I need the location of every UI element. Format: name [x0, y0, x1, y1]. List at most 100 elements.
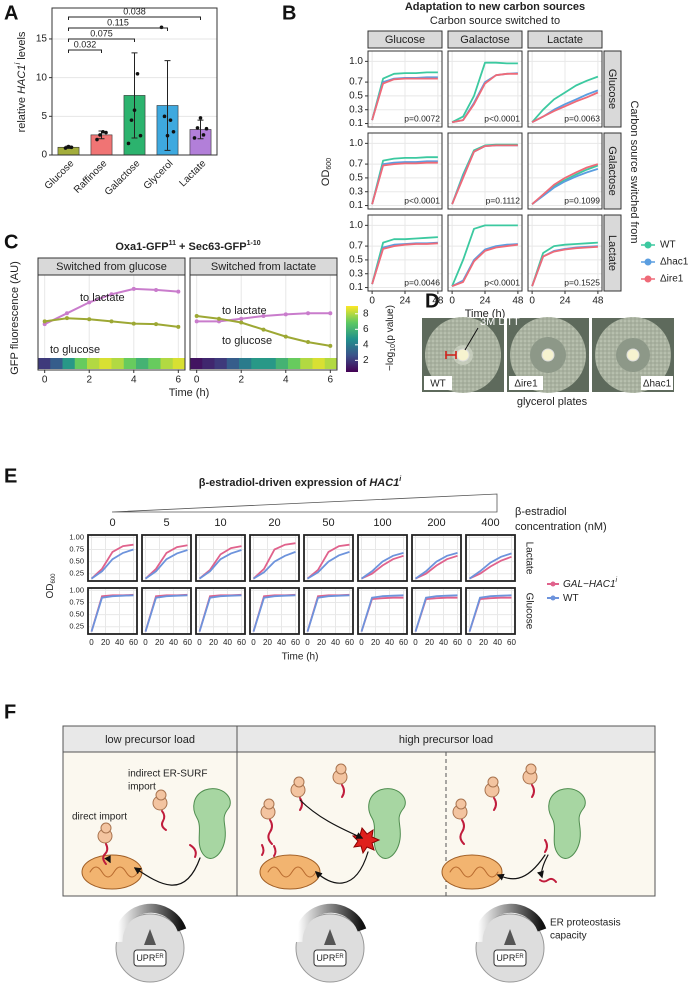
plot-border: [411, 534, 462, 582]
plot-border: [367, 214, 443, 292]
data-point: [328, 311, 333, 316]
y-tick-label: 0.5: [349, 91, 363, 102]
p-value-cell: [251, 358, 264, 369]
growth-curve: [531, 241, 598, 287]
data-point: [195, 126, 200, 130]
p-value-cell: [300, 358, 313, 369]
growth-curve: [531, 91, 599, 124]
growth-curve: [361, 554, 404, 580]
growth-curve: [252, 594, 296, 632]
data-point: [198, 116, 203, 120]
growth-curve: [371, 236, 438, 285]
plate: [422, 317, 504, 393]
x-tick-label: 0: [251, 638, 256, 647]
p-value-label: p<0.0001: [484, 113, 520, 123]
y-tick-label: 0.75: [69, 545, 84, 554]
y-tick-label: 0.7: [349, 241, 363, 252]
p-value-cell: [99, 358, 112, 369]
y-tick-label: 0.3: [349, 104, 363, 115]
dial-label-part: UPR: [136, 953, 156, 963]
x-tick-label: 0: [197, 638, 202, 647]
y-tick-label: 0.1: [349, 282, 363, 293]
data-point: [98, 133, 102, 137]
plot-border: [189, 274, 338, 371]
plot-border: [527, 214, 603, 292]
concentration-tick: 5: [163, 517, 169, 529]
data-point: [176, 324, 181, 329]
significance-bracket: [68, 16, 201, 20]
panel-label: F: [4, 701, 16, 723]
colorbar: [346, 306, 358, 372]
plot-border: [465, 534, 516, 582]
x-tick-label: 6: [328, 375, 334, 386]
p-value-cell: [312, 358, 326, 369]
x-tick-label: 0: [413, 638, 418, 647]
panel-label: A: [4, 2, 18, 24]
growth-curve: [252, 542, 296, 580]
facet-label: Galactose: [460, 34, 510, 46]
data-point: [159, 25, 164, 30]
facet-label: Lactate: [547, 34, 583, 46]
data-point: [126, 141, 131, 146]
growth-curve: [451, 61, 518, 124]
p-value-label: p=0.1525: [564, 277, 600, 287]
data-point: [66, 144, 71, 149]
x-axis-label: Time (h): [169, 387, 210, 399]
data-point: [261, 314, 266, 318]
data-point: [306, 340, 311, 345]
x-tick-label: 40: [223, 638, 232, 647]
x-tick-label: 40: [385, 638, 394, 647]
p-value-cell: [87, 358, 100, 369]
annotation: ER proteostasis: [550, 918, 621, 929]
y-axis-label: OD600: [320, 158, 333, 186]
data-point: [109, 319, 114, 324]
caption: glycerol plates: [517, 396, 588, 408]
y-tick-label: 0.75: [69, 598, 84, 607]
concentration-wedge: [111, 493, 498, 513]
p-value-cell: [38, 358, 51, 369]
concentration-tick: 100: [373, 517, 391, 529]
y-tick-label: 0.5: [349, 173, 363, 184]
y-tick-label: 0.3: [349, 268, 363, 279]
plot-border: [37, 274, 186, 371]
x-tick-label: 2: [238, 375, 244, 386]
header-label: low precursor load: [105, 734, 195, 746]
x-tick-label: 48: [512, 296, 524, 307]
upr-dial: [293, 903, 367, 983]
p-value-cell: [160, 358, 174, 369]
legend-label-part: WT: [563, 593, 579, 604]
concentration-label: concentration (nM): [515, 521, 607, 533]
legend-label: Δire1: [660, 274, 684, 285]
plot-border: [87, 587, 138, 635]
x-tick-label: 6: [176, 375, 182, 386]
p-value-cell: [190, 358, 203, 369]
growth-curve: [360, 594, 404, 632]
plot-border: [141, 587, 192, 635]
y-tick-label: 1.0: [349, 56, 363, 67]
legend-label: Δhac1: [660, 257, 689, 268]
plot-border: [249, 534, 300, 582]
plot-border: [87, 534, 138, 582]
y-axis-label-part: OD: [45, 584, 56, 599]
x-tick-label: 48: [592, 296, 604, 307]
title-part: 1-10: [247, 240, 261, 247]
error-bar: [197, 119, 204, 140]
x-tick-label: 0: [89, 638, 94, 647]
data-point: [162, 114, 167, 119]
title-part: i: [399, 476, 402, 483]
data-point: [101, 129, 105, 134]
x-tick-label: 4: [131, 375, 137, 386]
x-tick-label: 60: [399, 638, 408, 647]
series-label: to lactate: [80, 292, 125, 304]
y-axis-label-part: OD: [320, 170, 332, 187]
concentration-tick: 200: [427, 517, 445, 529]
x-axis-label: Time (h): [282, 652, 319, 663]
data-point: [154, 287, 159, 292]
data-point: [204, 126, 209, 131]
y-tick-label: 0.1: [349, 200, 363, 211]
y-axis-label-part: 600: [326, 158, 333, 170]
x-tick-label: 60: [237, 638, 246, 647]
concentration-tick: 400: [481, 517, 499, 529]
x-tick-label: 0: [42, 375, 48, 386]
